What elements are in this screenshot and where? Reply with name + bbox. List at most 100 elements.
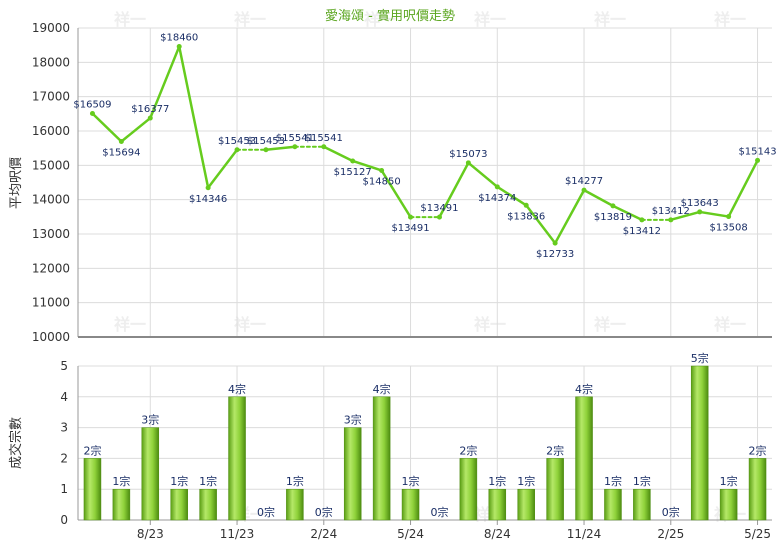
price-data-label: $15143: [738, 146, 776, 157]
price-data-label: $15073: [449, 149, 487, 160]
count-bar: [690, 365, 709, 521]
count-bar-label: 1宗: [720, 474, 738, 488]
count-axis-label: 成交宗數: [8, 417, 24, 469]
price-tick-label: 13000: [32, 227, 70, 241]
price-point: [147, 115, 153, 121]
count-bar-label: 1宗: [199, 474, 217, 488]
price-point: [408, 214, 414, 220]
price-tick-label: 19000: [32, 21, 70, 35]
price-data-label: $15694: [102, 148, 140, 159]
count-bar-label: 2宗: [83, 443, 101, 457]
x-tick-label: 2/24: [310, 527, 337, 541]
count-tick-label: 3: [60, 421, 68, 435]
price-data-label: $15127: [334, 167, 372, 178]
count-bar: [459, 458, 478, 521]
x-tick-label: 8/24: [484, 527, 511, 541]
price-point: [350, 158, 356, 164]
count-bar-label: 5宗: [691, 351, 709, 365]
price-tick-label: 17000: [32, 90, 70, 104]
x-tick-label: 11/24: [567, 527, 602, 541]
watermark-text: 祥一: [594, 315, 626, 334]
price-data-label: $13643: [681, 198, 719, 209]
price-line-segment: [611, 204, 644, 222]
price-data-label: $18460: [160, 33, 198, 44]
watermark-text: 祥一: [474, 10, 506, 29]
price-point: [89, 111, 95, 117]
price-point: [465, 160, 471, 166]
price-point: [118, 139, 124, 145]
count-bar: [228, 396, 246, 521]
count-bar-label: 1宗: [604, 474, 622, 488]
price-data-label: $12733: [536, 249, 574, 260]
price-line-segment: [206, 148, 239, 190]
price-data-label: $13508: [710, 223, 748, 234]
price-data-label: $16377: [131, 104, 169, 115]
count-bar: [604, 488, 622, 521]
price-point: [668, 217, 674, 223]
price-point: [494, 184, 500, 190]
count-bar: [719, 488, 738, 521]
count-bar: [748, 458, 767, 521]
price-point: [321, 144, 327, 150]
price-data-label: $13491: [420, 203, 458, 214]
count-tick-label: 5: [60, 359, 68, 373]
price-data-label: $15453: [218, 136, 256, 147]
price-line-segment: [496, 185, 528, 207]
price-point: [176, 44, 182, 50]
watermark-text: 祥一: [714, 315, 746, 334]
x-tick-label: 11/23: [220, 527, 255, 541]
count-bar-label: 0宗: [257, 505, 275, 519]
price-data-label: $15453: [247, 136, 285, 147]
price-data-label: $14346: [189, 194, 227, 205]
count-bar-label: 1宗: [402, 474, 420, 488]
price-line-segment: [727, 159, 759, 218]
price-data-label: $14850: [363, 176, 401, 187]
price-data-label: $16509: [73, 100, 111, 111]
price-point: [436, 214, 442, 220]
price-line-segment: [669, 210, 701, 222]
x-tick-label: 2/25: [657, 527, 684, 541]
count-tick-label: 1: [60, 482, 68, 496]
price-tick-label: 18000: [32, 55, 70, 69]
price-point: [292, 144, 298, 150]
price-point: [552, 240, 558, 246]
count-bar: [286, 488, 304, 521]
count-bar: [517, 488, 535, 521]
price-point: [263, 147, 269, 153]
count-bar-label: 1宗: [633, 474, 651, 488]
price-tick-label: 11000: [32, 296, 70, 310]
price-line-segment: [177, 45, 210, 190]
count-bar-label: 2宗: [459, 443, 477, 457]
count-bar-label: 1宗: [488, 474, 506, 488]
count-bar-label: 3宗: [141, 413, 159, 427]
count-bar: [401, 488, 420, 521]
count-bar: [343, 427, 362, 521]
price-data-label: $14277: [565, 176, 603, 187]
count-bar-label: 1宗: [286, 474, 304, 488]
price-tick-label: 16000: [32, 124, 70, 138]
count-tick-label: 2: [60, 451, 68, 465]
count-bar-label: 0宗: [315, 505, 333, 519]
price-tick-label: 12000: [32, 261, 70, 275]
count-bar: [575, 396, 593, 521]
price-line-segment: [553, 188, 586, 245]
count-bar-label: 1宗: [112, 474, 130, 488]
price-point: [755, 157, 761, 163]
chart-title: 愛海頌 - 實用呎價走勢: [325, 8, 455, 24]
watermark-text: 祥一: [714, 10, 746, 29]
count-tick-label: 4: [60, 390, 68, 404]
x-tick-label: 8/23: [137, 527, 164, 541]
watermark-text: 祥一: [114, 10, 146, 29]
watermark-text: 祥一: [474, 315, 506, 334]
count-bar-label: 4宗: [228, 382, 246, 396]
x-tick-label: 5/25: [744, 527, 771, 541]
price-data-label: $15541: [305, 133, 343, 144]
count-bar-label: 2宗: [749, 443, 767, 457]
count-bar: [546, 458, 564, 521]
price-line-segment: [438, 161, 470, 219]
price-tick-label: 15000: [32, 158, 70, 172]
price-line-segment: [264, 145, 297, 152]
price-point: [581, 187, 587, 193]
